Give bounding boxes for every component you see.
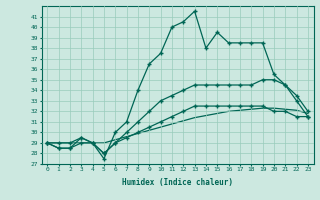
X-axis label: Humidex (Indice chaleur): Humidex (Indice chaleur) — [122, 178, 233, 187]
